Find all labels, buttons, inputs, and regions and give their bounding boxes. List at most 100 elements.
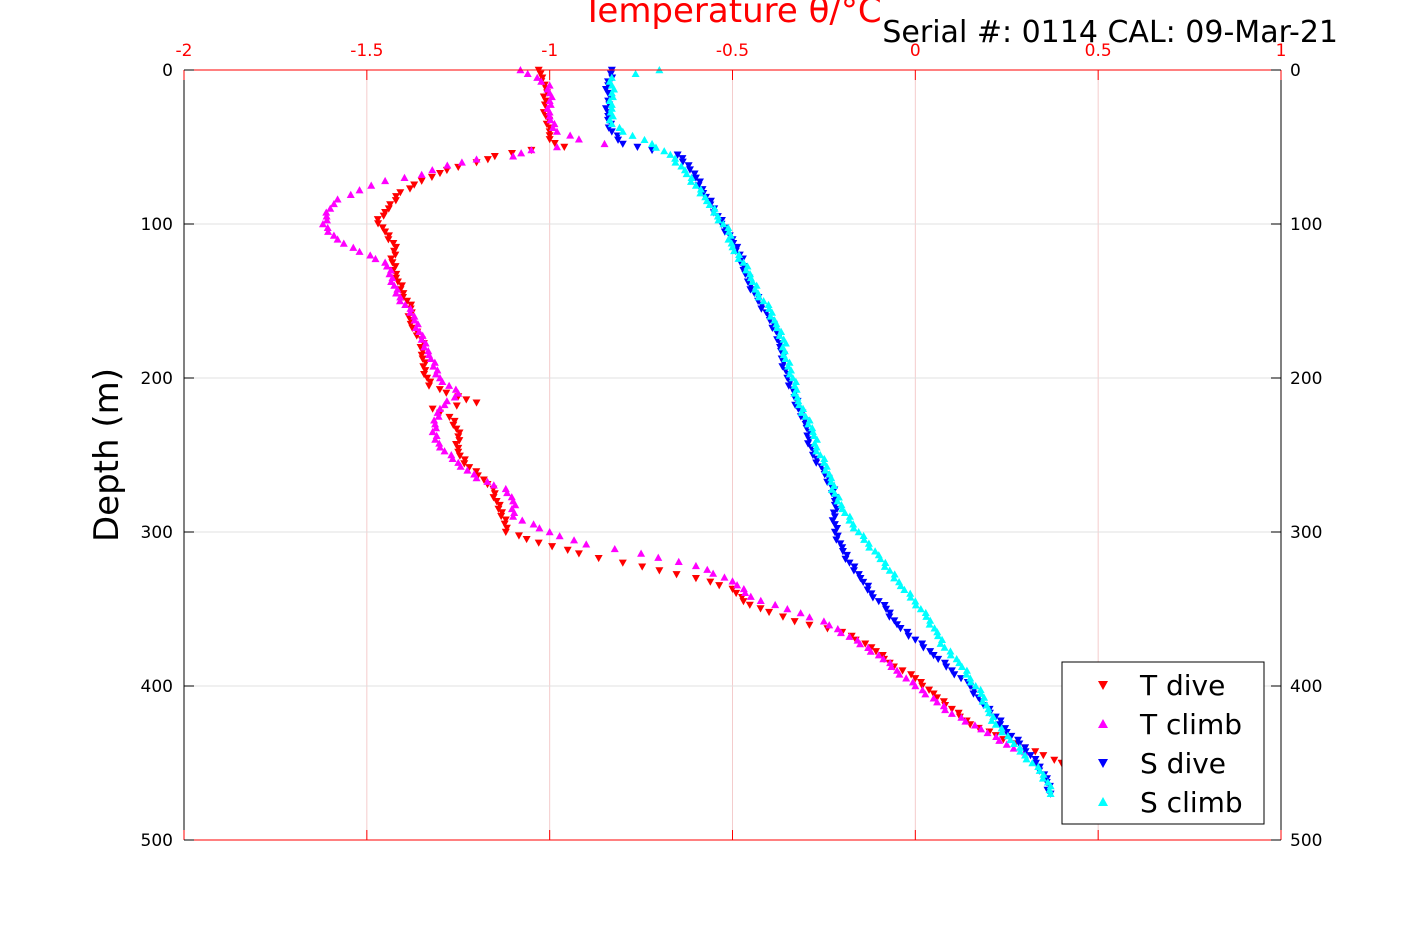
data-point bbox=[552, 127, 561, 135]
data-point bbox=[997, 728, 1006, 736]
data-point bbox=[460, 460, 469, 468]
data-point bbox=[440, 447, 449, 455]
data-point bbox=[874, 598, 883, 606]
data-point bbox=[874, 651, 883, 659]
data-point bbox=[450, 393, 459, 401]
data-point bbox=[546, 100, 555, 108]
data-point bbox=[957, 662, 966, 670]
data-point bbox=[830, 489, 839, 497]
data-point bbox=[732, 589, 741, 598]
data-point bbox=[323, 223, 332, 232]
data-point bbox=[1016, 747, 1025, 755]
data-point bbox=[885, 566, 894, 574]
data-point bbox=[691, 174, 700, 182]
data-point bbox=[438, 377, 447, 386]
data-point bbox=[454, 163, 463, 172]
y-tick-label-right: 500 bbox=[1290, 831, 1322, 851]
data-point bbox=[1035, 766, 1044, 774]
data-point bbox=[950, 671, 959, 679]
data-point bbox=[859, 578, 868, 587]
y-tick-label-right: 0 bbox=[1290, 61, 1301, 81]
data-point bbox=[833, 497, 842, 505]
data-series bbox=[318, 66, 1066, 798]
data-point bbox=[868, 594, 877, 602]
data-point bbox=[942, 663, 951, 671]
data-point bbox=[490, 153, 499, 161]
data-point bbox=[660, 147, 669, 155]
data-point bbox=[934, 631, 943, 640]
data-point bbox=[977, 725, 986, 733]
data-point bbox=[673, 151, 682, 159]
data-point bbox=[827, 485, 836, 493]
data-point bbox=[919, 644, 928, 652]
data-point bbox=[734, 254, 743, 262]
legend-marker bbox=[1098, 797, 1108, 806]
data-point bbox=[728, 577, 737, 585]
data-point bbox=[720, 573, 729, 581]
data-point bbox=[462, 396, 471, 404]
data-point bbox=[445, 413, 454, 422]
data-point bbox=[403, 297, 412, 305]
data-point bbox=[333, 235, 342, 243]
data-point bbox=[808, 424, 817, 432]
data-point bbox=[805, 621, 814, 629]
data-point bbox=[933, 694, 942, 702]
data-point bbox=[384, 232, 393, 240]
data-point bbox=[420, 343, 429, 351]
data-point bbox=[366, 251, 375, 259]
data-point bbox=[384, 236, 393, 244]
data-point bbox=[410, 316, 419, 324]
data-point bbox=[435, 386, 444, 394]
data-point bbox=[827, 474, 836, 482]
data-point bbox=[563, 546, 572, 554]
data-point bbox=[601, 105, 610, 113]
data-point bbox=[454, 448, 463, 456]
data-point bbox=[511, 501, 520, 509]
data-point bbox=[830, 513, 839, 521]
data-point bbox=[836, 540, 845, 548]
data-point bbox=[500, 520, 509, 528]
data-point bbox=[812, 447, 821, 455]
data-point bbox=[509, 152, 518, 160]
data-point bbox=[638, 563, 647, 571]
data-point bbox=[687, 173, 696, 181]
data-point bbox=[618, 127, 627, 135]
data-point bbox=[452, 402, 461, 410]
data-point bbox=[607, 119, 616, 128]
data-point bbox=[714, 216, 723, 224]
data-point bbox=[691, 181, 700, 189]
data-point bbox=[686, 177, 695, 185]
data-point bbox=[829, 509, 838, 517]
data-point bbox=[574, 135, 583, 143]
data-point bbox=[432, 424, 441, 432]
data-point bbox=[440, 400, 449, 409]
data-point bbox=[674, 557, 683, 565]
data-point bbox=[455, 437, 464, 445]
data-point bbox=[333, 195, 342, 203]
data-point bbox=[940, 643, 949, 651]
data-point bbox=[724, 235, 733, 243]
data-point bbox=[691, 575, 700, 583]
data-point bbox=[448, 454, 457, 463]
legend: T dive T climb S dive S climb bbox=[1061, 661, 1265, 825]
data-point bbox=[713, 212, 722, 220]
data-point bbox=[730, 246, 739, 255]
data-point bbox=[326, 204, 335, 212]
data-point bbox=[879, 655, 888, 663]
data-point bbox=[871, 547, 880, 555]
data-point bbox=[819, 617, 828, 625]
data-point bbox=[389, 240, 398, 248]
data-point bbox=[570, 536, 579, 544]
data-point bbox=[431, 370, 440, 378]
data-point bbox=[925, 686, 934, 694]
data-point bbox=[864, 539, 873, 547]
data-point bbox=[691, 561, 700, 570]
data-point bbox=[1045, 785, 1054, 794]
data-point bbox=[454, 389, 463, 397]
data-point bbox=[745, 601, 754, 609]
data-point bbox=[987, 716, 996, 724]
data-point bbox=[594, 554, 603, 563]
axes bbox=[183, 69, 1282, 841]
data-point bbox=[709, 569, 718, 577]
data-point bbox=[996, 717, 1005, 725]
